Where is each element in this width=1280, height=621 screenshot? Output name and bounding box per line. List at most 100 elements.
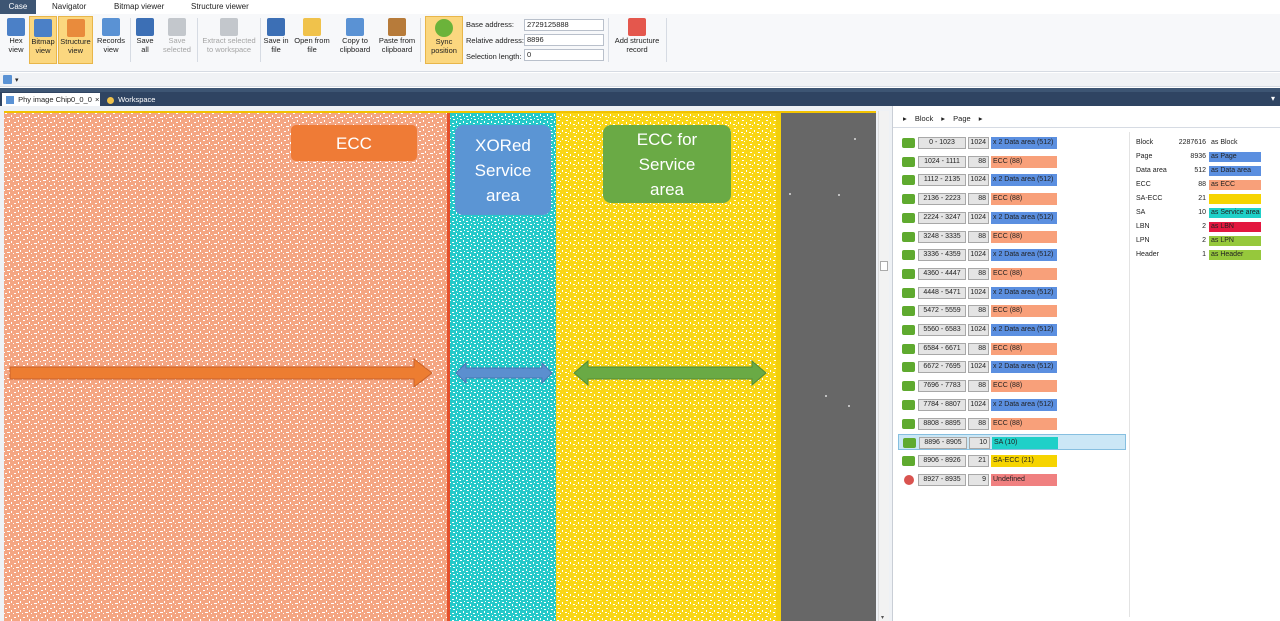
close-icon[interactable]: × — [95, 95, 100, 104]
arrow-right-icon[interactable] — [902, 418, 915, 429]
legend-item: Data area 512 as Data area — [1136, 165, 1276, 177]
arrow-right-icon[interactable] — [902, 325, 915, 335]
legend-as[interactable]: as Page — [1209, 152, 1261, 162]
menu-tab-structure-viewer[interactable]: Structure viewer — [191, 2, 249, 11]
arrow-right-icon[interactable] — [902, 156, 915, 167]
structure-view-button[interactable]: Structure view — [58, 16, 93, 64]
records-view-button[interactable]: Records view — [95, 16, 127, 64]
legend-as[interactable]: as Block — [1211, 139, 1238, 146]
arrow-right-icon[interactable] — [902, 455, 915, 466]
vertical-scrollbar[interactable]: ▾ — [878, 111, 889, 621]
table-row[interactable]: 6672 - 7695 1024 x 2 Data area (512) — [898, 359, 1126, 375]
table-row[interactable]: 2224 - 3247 1024 x 2 Data area (512) — [898, 210, 1126, 226]
arrow-right-icon[interactable] — [902, 381, 915, 392]
window-icon[interactable] — [3, 75, 12, 84]
arrow-right-icon[interactable] — [902, 212, 915, 223]
table-row[interactable]: 0 - 1023 1024 x 2 Data area (512) — [898, 135, 1126, 151]
legend-name: Data area — [1136, 167, 1167, 174]
workspace-icon — [107, 96, 114, 104]
table-row[interactable]: 8808 - 8895 88 ECC (88) — [898, 416, 1126, 432]
add-record-icon — [628, 18, 646, 36]
bitmap-view-icon — [34, 19, 52, 37]
arrow-right-icon[interactable] — [902, 138, 915, 148]
legend-as[interactable] — [1209, 194, 1261, 204]
chevron-down-icon[interactable]: ▾ — [15, 77, 19, 84]
ecc-service-boundary-line — [776, 111, 781, 621]
chevron-down-icon[interactable]: ▾ — [1270, 94, 1275, 103]
row-range: 2136 - 2223 — [918, 193, 966, 206]
table-row[interactable]: 5472 - 5559 88 ECC (88) — [898, 303, 1126, 319]
arrow-right-icon[interactable] — [902, 250, 915, 261]
arrow-right-icon[interactable] — [903, 438, 916, 449]
arrow-right-icon[interactable] — [902, 287, 915, 298]
table-row[interactable]: 8896 - 8905 10 SA (10) — [898, 434, 1126, 451]
save-all-button[interactable]: Save all — [133, 16, 157, 64]
menu-tab-bitmap-viewer[interactable]: Bitmap viewer — [114, 2, 165, 11]
legend-item: LBN 2 as LBN — [1136, 221, 1276, 233]
add-structure-record-button[interactable]: Add structure record — [612, 16, 662, 64]
selection-length-field[interactable]: 0 — [524, 49, 604, 61]
copy-to-clipboard-button[interactable]: Copy to clipboard — [336, 16, 374, 64]
legend-as[interactable]: as Header — [1209, 250, 1261, 260]
extract-selected-button[interactable]: Extract selected to workspace — [200, 16, 258, 64]
legend-item: Page 8936 as Page — [1136, 151, 1276, 163]
arrow-right-icon[interactable] — [902, 399, 915, 410]
legend-name: SA-ECC — [1136, 195, 1163, 202]
open-from-file-button[interactable]: Open from file — [292, 16, 332, 64]
scrollbar-thumb[interactable] — [880, 261, 888, 271]
paste-from-clipboard-button[interactable]: Paste from clipboard — [377, 16, 417, 64]
hex-view-button[interactable]: Hex view — [4, 16, 28, 64]
table-row[interactable]: 4360 - 4447 88 ECC (88) — [898, 266, 1126, 282]
row-size: 21 — [968, 454, 989, 467]
arrow-right-icon[interactable] — [902, 194, 915, 205]
breadcrumb-item-page[interactable]: Page — [953, 114, 971, 123]
table-row[interactable]: 7696 - 7783 88 ECC (88) — [898, 378, 1126, 394]
table-row[interactable]: 1024 - 1111 88 ECC (88) — [898, 154, 1126, 170]
row-range: 8808 - 8895 — [918, 417, 966, 430]
row-size: 1024 — [968, 249, 989, 262]
legend-as[interactable]: as LPN — [1209, 236, 1261, 246]
table-row[interactable]: 3248 - 3335 88 ECC (88) — [898, 229, 1126, 245]
table-row[interactable]: 6584 - 6671 88 ECC (88) — [898, 341, 1126, 357]
arrow-right-icon[interactable] — [902, 175, 915, 186]
legend-as[interactable]: as Service area — [1209, 208, 1261, 218]
save-selected-button[interactable]: Save selected — [160, 16, 194, 64]
table-row[interactable]: 8906 - 8926 21 SA-ECC (21) — [898, 453, 1126, 469]
tab-workspace[interactable]: Workspace — [103, 93, 163, 106]
row-size: 88 — [968, 193, 989, 206]
bitmap-canvas[interactable]: ECC XORed Service area ECC for Service a… — [4, 111, 876, 621]
breadcrumb-item-block[interactable]: Block — [914, 114, 934, 123]
table-row[interactable]: 5560 - 6583 1024 x 2 Data area (512) — [898, 322, 1126, 338]
selection-length-label: Selection length: — [466, 52, 522, 61]
table-row[interactable]: 2136 - 2223 88 ECC (88) — [898, 191, 1126, 207]
chevron-down-icon[interactable]: ▾ — [881, 615, 885, 621]
legend-as[interactable]: as Data area — [1209, 166, 1261, 176]
sync-position-button[interactable]: Sync position — [425, 16, 463, 64]
panel-band — [0, 88, 1280, 92]
menu-tab-case[interactable]: Case — [0, 0, 36, 14]
breadcrumb-arrow-icon: ▸ — [903, 114, 907, 123]
error-icon[interactable] — [904, 474, 914, 485]
table-row[interactable]: 3336 - 4359 1024 x 2 Data area (512) — [898, 247, 1126, 263]
base-address-field[interactable]: 2729125888 — [524, 19, 604, 31]
arrow-right-icon[interactable] — [902, 306, 915, 317]
legend-name: LBN — [1136, 223, 1150, 230]
arrow-right-icon[interactable] — [902, 343, 915, 354]
ecc-arrow — [9, 357, 433, 389]
menu-tab-navigator[interactable]: Navigator — [52, 2, 87, 11]
legend-count: 21 — [1198, 195, 1206, 202]
save-in-file-button[interactable]: Save in file — [262, 16, 290, 64]
tab-phy-image[interactable]: Phy image Chip0_0_0 × — [2, 93, 100, 106]
bitmap-view-button[interactable]: Bitmap view — [29, 16, 57, 64]
legend-as[interactable]: as LBN — [1209, 222, 1261, 232]
arrow-right-icon[interactable] — [902, 231, 915, 242]
relative-address-field[interactable]: 8896 — [524, 34, 604, 46]
table-row[interactable]: 4448 - 5471 1024 x 2 Data area (512) — [898, 285, 1126, 301]
legend-as[interactable]: as ECC — [1209, 180, 1261, 190]
table-row[interactable]: 7784 - 8807 1024 x 2 Data area (512) — [898, 397, 1126, 413]
arrow-right-icon[interactable] — [902, 268, 915, 279]
table-row[interactable]: 8927 - 8935 9 Undefined — [898, 472, 1126, 488]
arrow-right-icon[interactable] — [902, 362, 915, 373]
table-row[interactable]: 1112 - 2135 1024 x 2 Data area (512) — [898, 172, 1126, 188]
